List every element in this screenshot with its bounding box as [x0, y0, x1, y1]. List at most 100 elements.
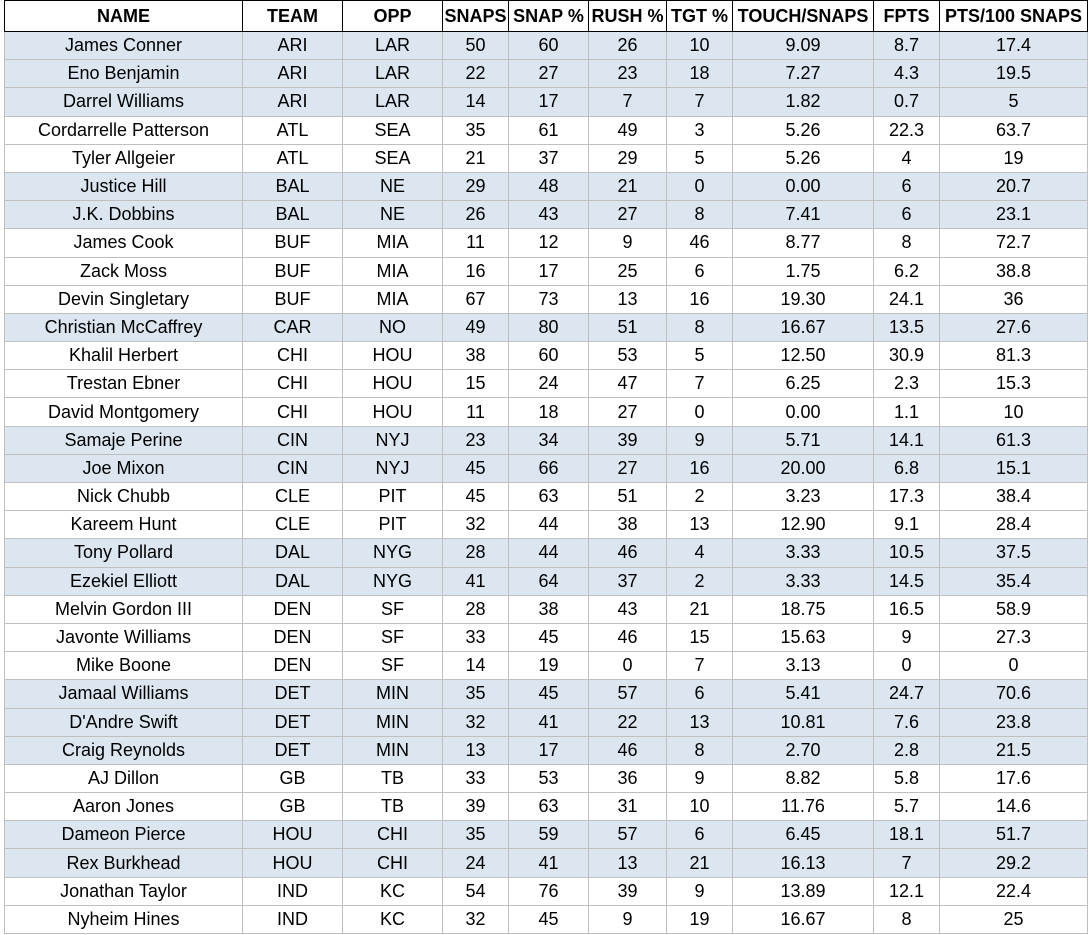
- cell-touch-snaps[interactable]: 20.00: [732, 453, 874, 484]
- cell-pts-100-snaps[interactable]: 58.9: [939, 594, 1088, 624]
- cell-fpts[interactable]: 7: [873, 848, 940, 878]
- cell-opp[interactable]: CHI: [342, 848, 443, 878]
- cell-pts-100-snaps[interactable]: 36: [939, 284, 1088, 314]
- cell-team[interactable]: DAL: [242, 566, 343, 596]
- cell-fpts[interactable]: 6.8: [873, 453, 940, 484]
- cell-tgt-pct[interactable]: 18: [666, 59, 733, 89]
- cell-name[interactable]: James Cook: [4, 228, 243, 258]
- cell-opp[interactable]: PIT: [342, 510, 443, 540]
- cell-tgt-pct[interactable]: 3: [666, 115, 733, 145]
- cell-snap-pct[interactable]: 44: [508, 510, 589, 540]
- cell-pts-100-snaps[interactable]: 38.4: [939, 481, 1088, 512]
- cell-tgt-pct[interactable]: 8: [666, 735, 733, 765]
- cell-tgt-pct[interactable]: 8: [666, 312, 733, 343]
- cell-snaps[interactable]: 54: [442, 876, 509, 906]
- cell-snaps[interactable]: 33: [442, 763, 509, 794]
- cell-opp[interactable]: KC: [342, 876, 443, 906]
- cell-name[interactable]: Tony Pollard: [4, 538, 243, 568]
- cell-snaps[interactable]: 11: [442, 228, 509, 258]
- cell-touch-snaps[interactable]: 8.82: [732, 763, 874, 794]
- cell-pts-100-snaps[interactable]: 61.3: [939, 425, 1088, 455]
- cell-touch-snaps[interactable]: 6.45: [732, 820, 874, 850]
- cell-opp[interactable]: SF: [342, 622, 443, 653]
- cell-team[interactable]: BAL: [242, 200, 343, 230]
- cell-tgt-pct[interactable]: 10: [666, 30, 733, 61]
- cell-opp[interactable]: MIA: [342, 284, 443, 314]
- cell-rush-pct[interactable]: 27: [588, 453, 667, 484]
- cell-tgt-pct[interactable]: 0: [666, 397, 733, 427]
- cell-opp[interactable]: LAR: [342, 87, 443, 117]
- cell-snap-pct[interactable]: 17: [508, 735, 589, 765]
- cell-rush-pct[interactable]: 39: [588, 425, 667, 455]
- cell-snaps[interactable]: 39: [442, 792, 509, 822]
- col-header-snap-pct[interactable]: SNAP %: [508, 0, 589, 32]
- cell-name[interactable]: Joe Mixon: [4, 453, 243, 484]
- cell-pts-100-snaps[interactable]: 27.6: [939, 312, 1088, 343]
- cell-name[interactable]: Jamaal Williams: [4, 679, 243, 709]
- cell-fpts[interactable]: 14.1: [873, 425, 940, 455]
- cell-tgt-pct[interactable]: 6: [666, 679, 733, 709]
- cell-name[interactable]: James Conner: [4, 30, 243, 61]
- cell-snap-pct[interactable]: 34: [508, 425, 589, 455]
- cell-snaps[interactable]: 45: [442, 481, 509, 512]
- cell-snap-pct[interactable]: 63: [508, 481, 589, 512]
- cell-tgt-pct[interactable]: 7: [666, 651, 733, 681]
- cell-team[interactable]: BUF: [242, 284, 343, 314]
- cell-snap-pct[interactable]: 73: [508, 284, 589, 314]
- cell-snap-pct[interactable]: 60: [508, 30, 589, 61]
- cell-team[interactable]: HOU: [242, 848, 343, 878]
- cell-fpts[interactable]: 8: [873, 904, 940, 935]
- cell-name[interactable]: D'Andre Swift: [4, 707, 243, 737]
- cell-name[interactable]: Ezekiel Elliott: [4, 566, 243, 596]
- cell-fpts[interactable]: 6.2: [873, 256, 940, 286]
- cell-name[interactable]: Craig Reynolds: [4, 735, 243, 765]
- cell-snaps[interactable]: 28: [442, 594, 509, 624]
- cell-opp[interactable]: CHI: [342, 820, 443, 850]
- cell-name[interactable]: Javonte Williams: [4, 622, 243, 653]
- cell-pts-100-snaps[interactable]: 70.6: [939, 679, 1088, 709]
- cell-rush-pct[interactable]: 9: [588, 228, 667, 258]
- cell-team[interactable]: DEN: [242, 594, 343, 624]
- cell-snap-pct[interactable]: 17: [508, 87, 589, 117]
- cell-name[interactable]: Eno Benjamin: [4, 59, 243, 89]
- cell-touch-snaps[interactable]: 3.13: [732, 651, 874, 681]
- cell-pts-100-snaps[interactable]: 81.3: [939, 341, 1088, 371]
- cell-tgt-pct[interactable]: 2: [666, 566, 733, 596]
- cell-pts-100-snaps[interactable]: 51.7: [939, 820, 1088, 850]
- cell-rush-pct[interactable]: 46: [588, 622, 667, 653]
- cell-opp[interactable]: SEA: [342, 143, 443, 173]
- cell-snap-pct[interactable]: 66: [508, 453, 589, 484]
- cell-team[interactable]: GB: [242, 763, 343, 794]
- cell-fpts[interactable]: 1.1: [873, 397, 940, 427]
- cell-opp[interactable]: MIN: [342, 735, 443, 765]
- cell-tgt-pct[interactable]: 46: [666, 228, 733, 258]
- cell-team[interactable]: CLE: [242, 510, 343, 540]
- cell-name[interactable]: Zack Moss: [4, 256, 243, 286]
- col-header-snaps[interactable]: SNAPS: [442, 0, 509, 32]
- cell-snap-pct[interactable]: 24: [508, 369, 589, 399]
- cell-name[interactable]: Nick Chubb: [4, 481, 243, 512]
- cell-fpts[interactable]: 6: [873, 200, 940, 230]
- cell-snaps[interactable]: 14: [442, 651, 509, 681]
- cell-touch-snaps[interactable]: 2.70: [732, 735, 874, 765]
- cell-pts-100-snaps[interactable]: 5: [939, 87, 1088, 117]
- cell-touch-snaps[interactable]: 3.23: [732, 481, 874, 512]
- cell-snaps[interactable]: 23: [442, 425, 509, 455]
- cell-name[interactable]: Nyheim Hines: [4, 904, 243, 935]
- cell-pts-100-snaps[interactable]: 0: [939, 651, 1088, 681]
- cell-name[interactable]: Devin Singletary: [4, 284, 243, 314]
- cell-name[interactable]: Trestan Ebner: [4, 369, 243, 399]
- cell-tgt-pct[interactable]: 9: [666, 876, 733, 906]
- cell-opp[interactable]: MIA: [342, 256, 443, 286]
- cell-rush-pct[interactable]: 57: [588, 679, 667, 709]
- cell-pts-100-snaps[interactable]: 19.5: [939, 59, 1088, 89]
- cell-name[interactable]: Justice Hill: [4, 171, 243, 202]
- cell-rush-pct[interactable]: 57: [588, 820, 667, 850]
- cell-touch-snaps[interactable]: 3.33: [732, 538, 874, 568]
- cell-fpts[interactable]: 12.1: [873, 876, 940, 906]
- cell-touch-snaps[interactable]: 7.27: [732, 59, 874, 89]
- cell-snaps[interactable]: 41: [442, 566, 509, 596]
- cell-pts-100-snaps[interactable]: 17.4: [939, 30, 1088, 61]
- cell-rush-pct[interactable]: 49: [588, 115, 667, 145]
- col-header-tgt-pct[interactable]: TGT %: [666, 0, 733, 32]
